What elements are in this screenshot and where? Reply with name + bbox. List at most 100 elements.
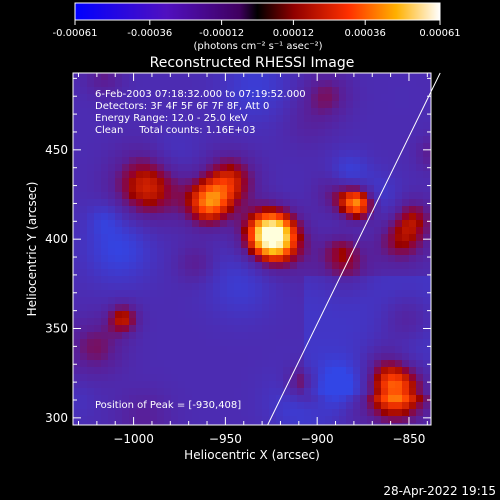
heatmap-cell xyxy=(87,283,94,290)
heatmap-cell xyxy=(409,115,416,122)
heatmap-cell xyxy=(395,423,402,425)
heatmap-cell xyxy=(353,423,360,425)
heatmap-cell xyxy=(346,143,353,150)
heatmap-cell xyxy=(318,423,325,425)
heatmap-cell xyxy=(241,192,248,199)
heatmap-cell xyxy=(255,297,262,304)
heatmap-cell xyxy=(402,360,409,367)
heatmap-cell xyxy=(388,206,395,213)
heatmap-cell xyxy=(143,304,150,311)
heatmap-cell xyxy=(325,129,332,136)
heatmap-cell xyxy=(115,143,122,150)
heatmap-cell xyxy=(367,353,374,360)
heatmap-cell xyxy=(367,416,374,423)
heatmap-cell xyxy=(220,402,227,409)
heatmap-cell xyxy=(339,255,346,262)
heatmap-cell xyxy=(374,199,381,206)
heatmap-cell xyxy=(73,283,80,290)
heatmap-cell xyxy=(262,360,269,367)
heatmap-cell xyxy=(248,318,255,325)
heatmap-cell xyxy=(423,213,430,220)
heatmap-cell xyxy=(318,283,325,290)
heatmap-cell xyxy=(227,108,234,115)
heatmap-cell xyxy=(353,213,360,220)
heatmap-cell xyxy=(248,416,255,423)
heatmap-cell xyxy=(206,339,213,346)
heatmap-cell xyxy=(388,220,395,227)
heatmap-cell xyxy=(136,423,143,425)
heatmap-cell xyxy=(325,178,332,185)
heatmap-cell xyxy=(402,227,409,234)
heatmap-cell xyxy=(185,101,192,108)
heatmap-cell xyxy=(185,220,192,227)
heatmap-cell xyxy=(136,395,143,402)
heatmap-cell xyxy=(402,178,409,185)
heatmap-cell xyxy=(409,388,416,395)
heatmap-cell xyxy=(178,150,185,157)
heatmap-cell xyxy=(423,297,430,304)
heatmap-cell xyxy=(416,311,423,318)
heatmap-cell xyxy=(269,346,276,353)
heatmap-cell xyxy=(241,374,248,381)
heatmap-cell xyxy=(339,395,346,402)
heatmap-cell xyxy=(164,234,171,241)
heatmap-cell xyxy=(262,346,269,353)
heatmap-cell xyxy=(73,297,80,304)
heatmap-cell xyxy=(248,87,255,94)
heatmap-cell xyxy=(241,318,248,325)
heatmap-cell xyxy=(332,220,339,227)
heatmap-cell xyxy=(101,297,108,304)
heatmap-cell xyxy=(192,227,199,234)
heatmap-cell xyxy=(234,87,241,94)
heatmap-cell xyxy=(304,115,311,122)
heatmap-cell xyxy=(164,311,171,318)
heatmap-cell xyxy=(255,199,262,206)
heatmap-cell xyxy=(283,290,290,297)
heatmap-cell xyxy=(73,290,80,297)
heatmap-cell xyxy=(353,87,360,94)
heatmap-cell xyxy=(178,367,185,374)
heatmap-cell xyxy=(374,297,381,304)
heatmap-cell xyxy=(283,262,290,269)
heatmap-cell xyxy=(164,416,171,423)
heatmap-cell xyxy=(213,136,220,143)
heatmap-cell xyxy=(164,318,171,325)
heatmap-cell xyxy=(220,339,227,346)
heatmap-cell xyxy=(115,199,122,206)
heatmap-cell xyxy=(353,262,360,269)
heatmap-cell xyxy=(290,206,297,213)
heatmap-cell xyxy=(262,262,269,269)
heatmap-cell xyxy=(108,353,115,360)
heatmap-cell xyxy=(129,395,136,402)
heatmap-cell xyxy=(276,297,283,304)
heatmap-cell xyxy=(171,220,178,227)
heatmap-cell xyxy=(262,269,269,276)
heatmap-cell xyxy=(80,262,87,269)
heatmap-cell xyxy=(255,276,262,283)
heatmap-cell xyxy=(206,157,213,164)
heatmap-cell xyxy=(136,206,143,213)
heatmap-cell xyxy=(283,360,290,367)
heatmap-cell xyxy=(297,171,304,178)
heatmap-cell xyxy=(178,325,185,332)
heatmap-cell xyxy=(388,290,395,297)
heatmap-cell xyxy=(297,269,304,276)
heatmap-cell xyxy=(388,367,395,374)
heatmap-cell xyxy=(101,115,108,122)
heatmap-cell xyxy=(311,73,318,80)
heatmap-cell xyxy=(276,381,283,388)
heatmap-cell xyxy=(248,192,255,199)
heatmap-cell xyxy=(227,136,234,143)
heatmap-cell xyxy=(220,178,227,185)
heatmap-cell xyxy=(255,185,262,192)
heatmap-cell xyxy=(136,94,143,101)
heatmap-cell xyxy=(346,241,353,248)
heatmap-cell xyxy=(423,101,430,108)
heatmap-cell xyxy=(297,150,304,157)
heatmap-cell xyxy=(192,143,199,150)
heatmap-cell xyxy=(101,108,108,115)
heatmap-cell xyxy=(101,269,108,276)
heatmap-cell xyxy=(423,178,430,185)
heatmap-cell xyxy=(241,262,248,269)
heatmap-cell xyxy=(227,318,234,325)
